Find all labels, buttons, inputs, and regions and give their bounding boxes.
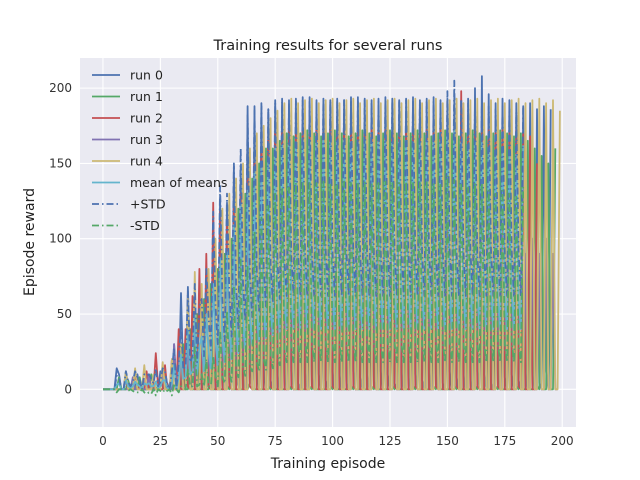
x-tick-label: 200 [551, 434, 574, 448]
series-line-mean-of-means [103, 129, 525, 391]
x-tick-label: 50 [210, 434, 225, 448]
ticks: 0 25 50 75 100 125 150 175 200 0 50 100 150 200 [49, 81, 574, 448]
legend-label: run 2 [130, 111, 163, 126]
series-group [103, 75, 561, 397]
legend-label: run 3 [130, 132, 163, 147]
series-line--std [103, 174, 525, 397]
y-tick-label: 0 [64, 382, 72, 396]
y-axis-label: Episode reward [22, 188, 38, 296]
x-tick-label: 125 [379, 434, 402, 448]
series-line--std [103, 79, 525, 391]
legend-label: -STD [130, 218, 160, 233]
chart-title: Training results for several runs [213, 38, 443, 54]
x-tick-label: 25 [153, 434, 168, 448]
x-tick-label: 0 [99, 434, 107, 448]
y-tick-label: 50 [57, 307, 72, 321]
x-axis-label: Training episode [270, 456, 385, 472]
y-tick-label: 150 [49, 156, 72, 170]
y-tick-label: 100 [49, 232, 72, 246]
legend: run 0 run 1 run 2 run 3 run 4 mean of means +S… [92, 68, 227, 233]
x-tick-label: 175 [493, 434, 516, 448]
x-tick-label: 150 [436, 434, 459, 448]
x-tick-label: 100 [321, 434, 344, 448]
legend-label: +STD [130, 197, 166, 212]
legend-label: mean of means [130, 175, 227, 190]
legend-label: run 4 [130, 154, 163, 169]
legend-label: run 0 [130, 68, 163, 83]
legend-label: run 1 [130, 89, 163, 104]
y-tick-label: 200 [49, 81, 72, 95]
x-tick-label: 75 [268, 434, 283, 448]
